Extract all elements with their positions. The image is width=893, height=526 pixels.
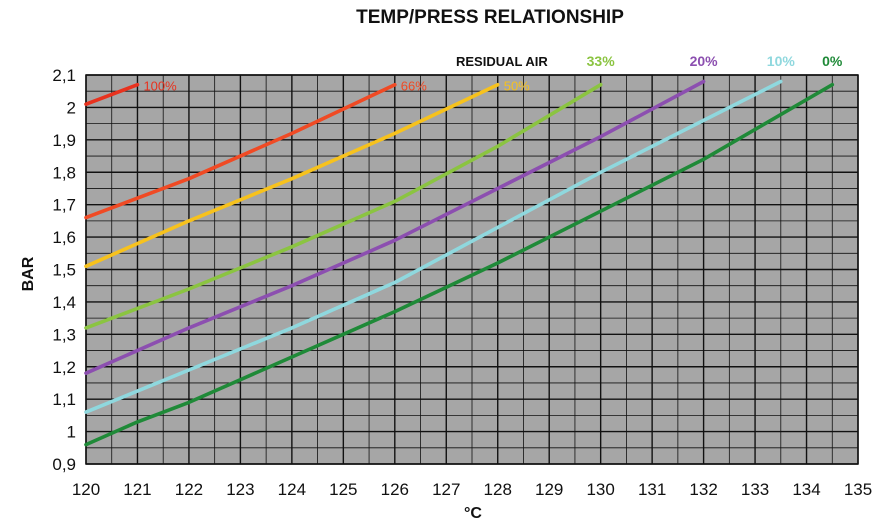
x-tick-label: 123 bbox=[226, 480, 254, 499]
y-tick-label: 2 bbox=[67, 98, 76, 117]
y-tick-label: 1,8 bbox=[52, 163, 76, 182]
y-tick-label: 1,1 bbox=[52, 390, 76, 409]
x-tick-label: 126 bbox=[381, 480, 409, 499]
y-tick-label: 1,3 bbox=[52, 325, 76, 344]
y-tick-label: 1,6 bbox=[52, 228, 76, 247]
series-line-50pct bbox=[84, 82, 500, 269]
series-line-0pct bbox=[84, 82, 835, 447]
x-tick-label: 132 bbox=[689, 480, 717, 499]
x-tick-label: 120 bbox=[72, 480, 100, 499]
x-tick-label: 122 bbox=[175, 480, 203, 499]
series-labels: 100% 66% 50% 33% 20% 10% 0% bbox=[143, 53, 842, 94]
grid bbox=[85, 74, 859, 465]
series-line-20pct bbox=[84, 79, 706, 376]
series-label-66pct: 66% bbox=[401, 79, 427, 94]
x-tick-label: 125 bbox=[329, 480, 357, 499]
x-tick-label: 130 bbox=[586, 480, 614, 499]
y-axis-ticks: 0,9 1 1,1 1,2 1,3 1,4 1,5 1,6 1,7 1,8 1,9 2 2,1 bbox=[52, 66, 76, 474]
x-tick-label: 134 bbox=[792, 480, 820, 499]
x-tick-label: 127 bbox=[432, 480, 460, 499]
y-tick-label: 1,2 bbox=[52, 358, 76, 377]
chart-title: TEMP/PRESS RELATIONSHIP bbox=[356, 7, 624, 28]
y-tick-label: 1,4 bbox=[52, 293, 76, 312]
x-axis-ticks: 120 121 122 123 124 125 126 127 128 129 130 131 132 1… bbox=[72, 480, 872, 499]
y-tick-label: 2,1 bbox=[52, 66, 76, 85]
x-tick-label: 131 bbox=[638, 480, 666, 499]
x-tick-label: 133 bbox=[741, 480, 769, 499]
series-label-50pct: 50% bbox=[504, 79, 530, 94]
series-label-10pct: 10% bbox=[767, 53, 796, 69]
series-label-20pct: 20% bbox=[690, 53, 719, 69]
x-tick-label: 129 bbox=[535, 480, 563, 499]
series-label-0pct: 0% bbox=[822, 53, 843, 69]
x-tick-label: 124 bbox=[278, 480, 306, 499]
y-tick-label: 1,7 bbox=[52, 196, 76, 215]
series-label-33pct: 33% bbox=[587, 53, 616, 69]
series-label-100pct: 100% bbox=[143, 79, 177, 94]
series-line-100pct bbox=[84, 82, 140, 106]
x-tick-label: 121 bbox=[123, 480, 151, 499]
x-tick-label: 128 bbox=[484, 480, 512, 499]
y-tick-label: 1 bbox=[67, 423, 76, 442]
series-line-10pct bbox=[84, 79, 783, 414]
legend-title: RESIDUAL AIR bbox=[456, 54, 548, 69]
y-tick-label: 1,9 bbox=[52, 131, 76, 150]
series-line-33pct bbox=[84, 82, 603, 330]
x-tick-label: 135 bbox=[844, 480, 872, 499]
x-axis-label: °C bbox=[464, 505, 482, 522]
y-tick-label: 1,5 bbox=[52, 261, 76, 280]
y-axis-label: BAR bbox=[20, 256, 37, 291]
series-layer bbox=[84, 79, 835, 447]
y-tick-label: 0,9 bbox=[52, 455, 76, 474]
series-line-66pct bbox=[84, 82, 397, 220]
